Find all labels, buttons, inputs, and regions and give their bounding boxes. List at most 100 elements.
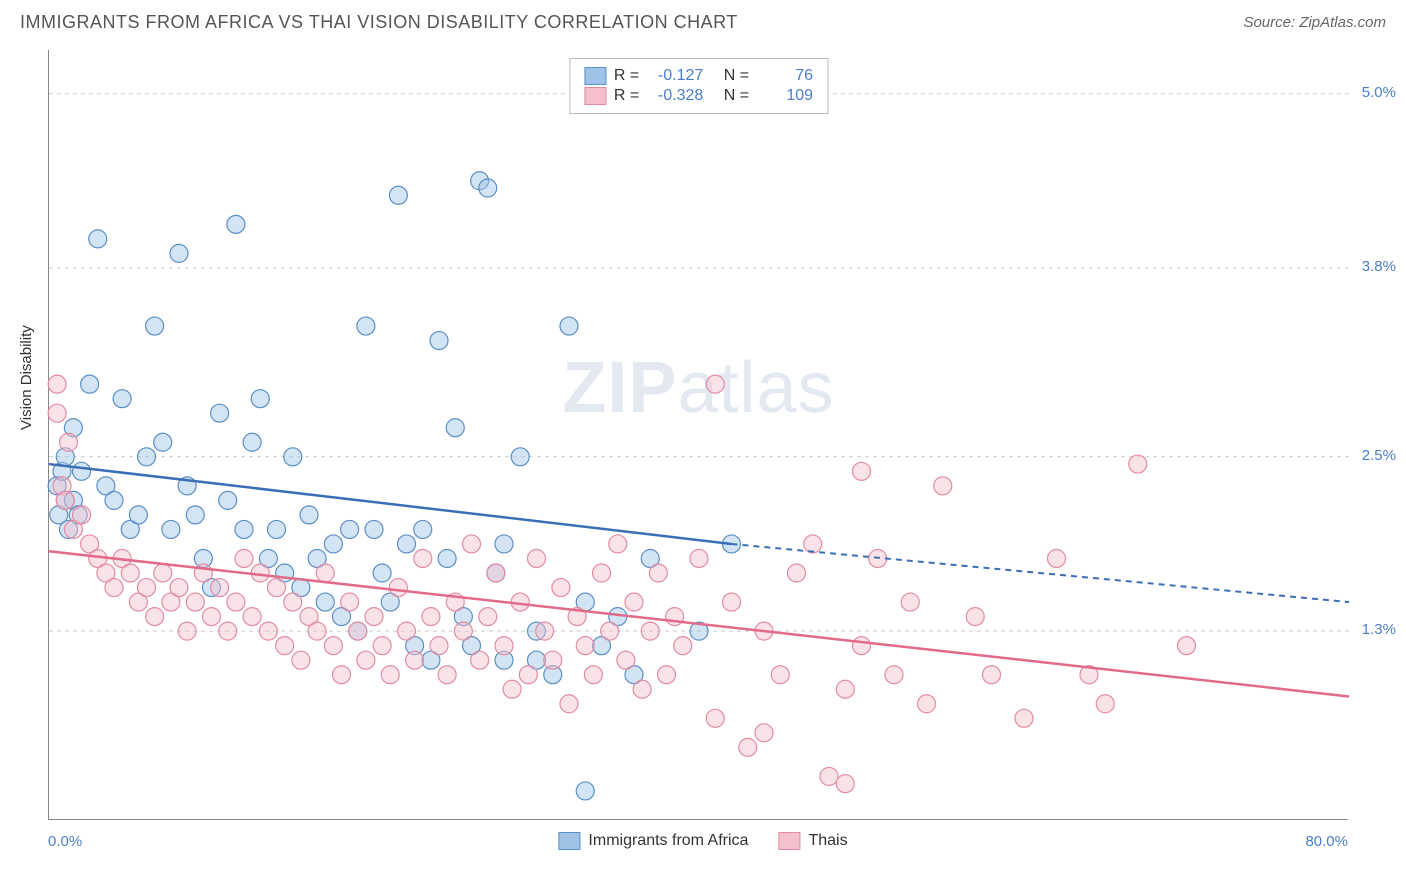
scatter-point — [227, 215, 245, 233]
scatter-point — [633, 680, 651, 698]
scatter-point — [324, 637, 342, 655]
scatter-point — [300, 506, 318, 524]
scatter-point — [788, 564, 806, 582]
scatter-point — [625, 593, 643, 611]
scatter-point — [471, 651, 489, 669]
scatter-point — [211, 579, 229, 597]
trend-line — [49, 551, 1349, 696]
scatter-point — [154, 564, 172, 582]
legend-item-1: Thais — [778, 832, 847, 850]
scatter-point — [341, 593, 359, 611]
scatter-point — [576, 637, 594, 655]
scatter-point — [885, 666, 903, 684]
scatter-point — [918, 695, 936, 713]
scatter-point — [853, 637, 871, 655]
scatter-point — [739, 738, 757, 756]
scatter-point — [609, 535, 627, 553]
scatter-point — [243, 608, 261, 626]
scatter-point — [105, 579, 123, 597]
scatter-point — [658, 666, 676, 684]
scatter-point — [365, 520, 383, 538]
scatter-point — [690, 549, 708, 567]
scatter-point — [235, 549, 253, 567]
scatter-point — [1015, 709, 1033, 727]
stat-n-label: N = — [724, 67, 749, 85]
scatter-point — [48, 404, 66, 422]
scatter-point — [495, 637, 513, 655]
scatter-point — [414, 549, 432, 567]
scatter-point — [389, 579, 407, 597]
chart-source: Source: ZipAtlas.com — [1243, 14, 1386, 31]
scatter-point — [316, 593, 334, 611]
chart-plot-area: ZIPatlas R = -0.127 N = 76 R = -0.328 N … — [48, 50, 1348, 820]
scatter-point — [73, 462, 91, 480]
scatter-point — [536, 622, 554, 640]
scatter-point — [406, 651, 424, 669]
x-tick-min: 0.0% — [48, 833, 82, 850]
scatter-point — [178, 622, 196, 640]
bottom-legend: Immigrants from Africa Thais — [558, 832, 847, 850]
scatter-point — [454, 622, 472, 640]
scatter-point — [983, 666, 1001, 684]
scatter-point — [73, 506, 91, 524]
scatter-point — [341, 520, 359, 538]
stat-r-label: R = — [614, 87, 639, 105]
swatch-icon — [558, 832, 580, 850]
y-tick-label: 2.5% — [1362, 447, 1396, 464]
scatter-point — [934, 477, 952, 495]
stat-r-value-1: -0.328 — [647, 87, 703, 105]
scatter-point — [259, 622, 277, 640]
scatter-point — [1178, 637, 1196, 655]
scatter-point — [560, 695, 578, 713]
scatter-point — [398, 535, 416, 553]
scatter-point — [584, 666, 602, 684]
scatter-point — [552, 579, 570, 597]
scatter-point — [381, 666, 399, 684]
scatter-point — [121, 564, 139, 582]
scatter-point — [284, 448, 302, 466]
scatter-point — [706, 375, 724, 393]
stats-row-series-1: R = -0.328 N = 109 — [584, 87, 813, 105]
legend-label-0: Immigrants from Africa — [588, 832, 748, 850]
scatter-point — [1048, 549, 1066, 567]
scatter-point — [203, 608, 221, 626]
scatter-point — [430, 332, 448, 350]
scatter-point — [105, 491, 123, 509]
scatter-point — [186, 506, 204, 524]
scatter-point — [138, 448, 156, 466]
scatter-point — [487, 564, 505, 582]
scatter-point — [276, 637, 294, 655]
scatter-point — [113, 390, 131, 408]
scatter-point — [146, 608, 164, 626]
scatter-point — [804, 535, 822, 553]
scatter-point — [836, 775, 854, 793]
scatter-point — [60, 433, 78, 451]
scatter-point — [251, 390, 269, 408]
scatter-point — [723, 593, 741, 611]
swatch-series-0 — [584, 67, 606, 85]
y-tick-label: 3.8% — [1362, 258, 1396, 275]
scatter-point — [1096, 695, 1114, 713]
stat-r-label: R = — [614, 67, 639, 85]
scatter-point — [836, 680, 854, 698]
scatter-point — [268, 520, 286, 538]
scatter-point — [333, 666, 351, 684]
scatter-point — [89, 230, 107, 248]
scatter-point — [357, 317, 375, 335]
scatter-point — [560, 317, 578, 335]
scatter-point — [316, 564, 334, 582]
scatter-point — [706, 709, 724, 727]
stat-n-value-1: 109 — [757, 87, 813, 105]
scatter-point — [365, 608, 383, 626]
stat-r-value-0: -0.127 — [647, 67, 703, 85]
scatter-point — [479, 179, 497, 197]
scatter-point — [966, 608, 984, 626]
scatter-point — [292, 651, 310, 669]
scatter-point — [755, 724, 773, 742]
scatter-point — [1129, 455, 1147, 473]
scatter-point — [308, 622, 326, 640]
scatter-point — [129, 506, 147, 524]
y-tick-label: 5.0% — [1362, 84, 1396, 101]
y-axis-label: Vision Disability — [18, 325, 35, 430]
chart-title: IMMIGRANTS FROM AFRICA VS THAI VISION DI… — [20, 12, 738, 33]
